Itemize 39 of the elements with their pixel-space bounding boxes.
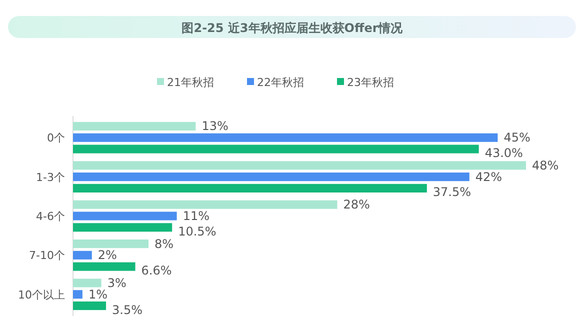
data-label: 10.5%	[178, 224, 216, 238]
bar	[73, 223, 172, 232]
bar	[73, 212, 177, 220]
bar	[73, 278, 102, 288]
y-tick-label: 7-10个	[29, 249, 65, 262]
data-label: 3%	[107, 276, 126, 290]
y-tick-label: 10个以上	[18, 288, 65, 302]
y-tick-label: 4-6个	[36, 210, 65, 223]
bar	[73, 200, 338, 209]
y-tick-label: 0个	[47, 132, 65, 145]
data-label: 3.5%	[112, 302, 143, 317]
data-label: 8%	[154, 236, 174, 251]
legend-label: 23年秋招	[347, 76, 394, 89]
data-label: 28%	[343, 198, 370, 212]
bar	[73, 184, 427, 192]
legend-label: 21年秋招	[167, 76, 214, 89]
bar	[73, 262, 136, 271]
data-label: 42%	[475, 170, 502, 184]
data-label: 48%	[532, 158, 559, 172]
legend-label: 22年秋招	[257, 76, 304, 89]
bar	[73, 122, 196, 131]
data-label: 43.0%	[484, 146, 523, 160]
data-label: 45%	[504, 130, 530, 145]
bar	[73, 250, 92, 260]
data-label: 11%	[182, 209, 210, 223]
y-tick-label: 1-3个	[36, 170, 65, 184]
data-label: 37.5%	[432, 185, 472, 200]
bar	[73, 144, 479, 154]
chart-title: 图2-25 近3年秋招应届生收获Offer情况	[182, 21, 404, 35]
data-label: 2%	[98, 248, 117, 262]
bar	[73, 172, 470, 182]
bar	[73, 290, 82, 299]
data-label: 6.6%	[141, 264, 172, 278]
bar	[73, 161, 526, 170]
data-label: 13%	[202, 119, 228, 134]
bar	[73, 301, 106, 310]
bar	[73, 133, 498, 142]
bar	[73, 240, 148, 248]
data-label: 1%	[88, 287, 108, 302]
